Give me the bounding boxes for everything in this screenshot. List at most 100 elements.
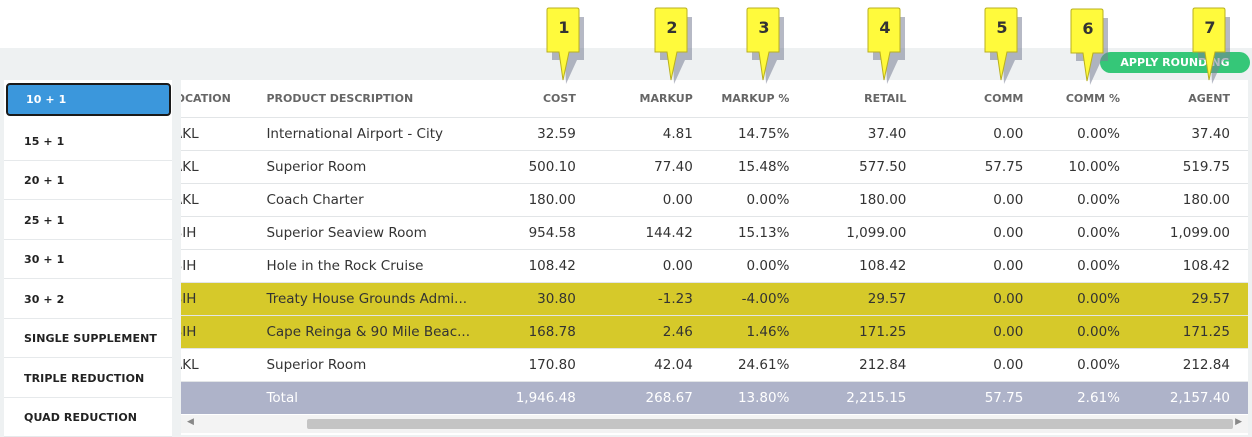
cell-cost[interactable]: 32.59: [475, 117, 587, 151]
cell-markup[interactable]: 144.42: [586, 216, 704, 250]
cell-markup-pct[interactable]: 1.46%: [703, 315, 801, 349]
callout-marker-5: 5: [983, 7, 1022, 84]
cell-cost[interactable]: 108.42: [475, 249, 587, 283]
top-header-area: [0, 0, 1252, 48]
cell-comm-pct[interactable]: 0.00%: [1034, 348, 1131, 382]
scrollbar-thumb[interactable]: [307, 419, 1233, 429]
cell-comm-pct[interactable]: 0.00%: [1034, 183, 1131, 217]
table-row[interactable]: AKL Superior Room 500.10 77.40 15.48% 57…: [181, 150, 1248, 184]
callout-number: 3: [758, 18, 770, 37]
cell-retail[interactable]: 37.40: [800, 117, 918, 151]
cell-comm[interactable]: 0.00: [917, 183, 1035, 217]
table-row[interactable]: AKL Coach Charter 180.00 0.00 0.00% 180.…: [181, 183, 1248, 217]
cell-markup-pct[interactable]: 14.75%: [703, 117, 801, 151]
cell-comm-pct[interactable]: 0.00%: [1034, 249, 1131, 283]
sidebar-item-quad-reduction[interactable]: QUAD REDUCTION: [4, 398, 172, 437]
cell-markup-pct[interactable]: 24.61%: [703, 348, 801, 382]
table-header-row: LOCATION PRODUCT DESCRIPTION COST MARKUP…: [181, 80, 1248, 118]
cell-retail[interactable]: 212.84: [800, 348, 918, 382]
scroll-left-arrow-icon[interactable]: ◀: [187, 417, 194, 427]
cell-markup-pct[interactable]: 15.48%: [703, 150, 801, 184]
cell-cost[interactable]: 168.78: [475, 315, 587, 349]
header-cost[interactable]: COST: [475, 80, 587, 118]
cell-location: BIH: [181, 282, 267, 316]
cell-comm-pct[interactable]: 0.00%: [1034, 315, 1131, 349]
cell-retail[interactable]: 577.50: [800, 150, 918, 184]
sidebar-item-15-plus-1[interactable]: 15 + 1: [4, 122, 172, 161]
sidebar-item-10-plus-1[interactable]: 10 + 1: [6, 83, 171, 116]
table-row[interactable]: AKL Superior Room 170.80 42.04 24.61% 21…: [181, 348, 1248, 382]
cell-cost[interactable]: 170.80: [475, 348, 587, 382]
cell-cost[interactable]: 30.80: [475, 282, 587, 316]
cell-comm-pct[interactable]: 0.00%: [1034, 117, 1131, 151]
header-markup-pct[interactable]: MARKUP %: [703, 80, 801, 118]
sidebar-item-triple-reduction[interactable]: TRIPLE REDUCTION: [4, 359, 172, 398]
table-total-row: Total 1,946.48 268.67 13.80% 2,215.15 57…: [181, 381, 1248, 414]
sidebar-item-20-plus-1[interactable]: 20 + 1: [4, 161, 172, 200]
cell-markup[interactable]: 77.40: [586, 150, 704, 184]
cell-markup-pct[interactable]: 0.00%: [703, 183, 801, 217]
cell-markup[interactable]: 0.00: [586, 183, 704, 217]
total-retail: 2,215.15: [800, 381, 918, 414]
table-viewport: LOCATION PRODUCT DESCRIPTION COST MARKUP…: [181, 80, 1248, 415]
cell-cost[interactable]: 180.00: [475, 183, 587, 217]
cell-comm-pct[interactable]: 0.00%: [1034, 282, 1131, 316]
cell-comm-pct[interactable]: 10.00%: [1034, 150, 1131, 184]
cell-comm[interactable]: 57.75: [917, 150, 1035, 184]
cell-markup[interactable]: -1.23: [586, 282, 704, 316]
callout-marker-2: 2: [653, 7, 692, 84]
cell-agent[interactable]: 212.84: [1130, 348, 1248, 382]
cell-comm[interactable]: 0.00: [917, 315, 1035, 349]
cell-cost[interactable]: 500.10: [475, 150, 587, 184]
sidebar-item-30-plus-2[interactable]: 30 + 2: [4, 280, 172, 319]
cell-agent[interactable]: 29.57: [1130, 282, 1248, 316]
cell-markup[interactable]: 2.46: [586, 315, 704, 349]
table-row-highlighted[interactable]: BIH Cape Reinga & 90 Mile Beac... 168.78…: [181, 315, 1248, 349]
header-product-description[interactable]: PRODUCT DESCRIPTION: [266, 80, 476, 118]
cell-agent[interactable]: 37.40: [1130, 117, 1248, 151]
sidebar-item-single-supplement[interactable]: SINGLE SUPPLEMENT: [4, 319, 172, 358]
cell-retail[interactable]: 108.42: [800, 249, 918, 283]
cell-retail[interactable]: 171.25: [800, 315, 918, 349]
header-markup[interactable]: MARKUP: [586, 80, 704, 118]
cell-markup[interactable]: 4.81: [586, 117, 704, 151]
cell-agent[interactable]: 519.75: [1130, 150, 1248, 184]
horizontal-scrollbar[interactable]: ◀ ▶: [181, 415, 1248, 433]
cell-location: AKL: [181, 150, 267, 184]
table-row[interactable]: BIH Superior Seaview Room 954.58 144.42 …: [181, 216, 1248, 250]
header-agent[interactable]: AGENT: [1130, 80, 1248, 118]
cell-comm[interactable]: 0.00: [917, 216, 1035, 250]
cell-agent[interactable]: 1,099.00: [1130, 216, 1248, 250]
scroll-right-arrow-icon[interactable]: ▶: [1235, 417, 1242, 427]
table-row-highlighted[interactable]: BIH Treaty House Grounds Admi... 30.80 -…: [181, 282, 1248, 316]
cell-markup-pct[interactable]: 15.13%: [703, 216, 801, 250]
table-row[interactable]: BIH Hole in the Rock Cruise 108.42 0.00 …: [181, 249, 1248, 283]
sidebar-item-30-plus-1[interactable]: 30 + 1: [4, 240, 172, 279]
cell-agent[interactable]: 108.42: [1130, 249, 1248, 283]
cell-comm[interactable]: 0.00: [917, 282, 1035, 316]
cell-retail[interactable]: 1,099.00: [800, 216, 918, 250]
cell-location: AKL: [181, 348, 267, 382]
cell-markup-pct[interactable]: 0.00%: [703, 249, 801, 283]
cell-location: AKL: [181, 117, 267, 151]
cell-comm-pct[interactable]: 0.00%: [1034, 216, 1131, 250]
sidebar-item-25-plus-1[interactable]: 25 + 1: [4, 201, 172, 240]
cell-markup-pct[interactable]: -4.00%: [703, 282, 801, 316]
header-location[interactable]: LOCATION: [181, 80, 267, 118]
header-comm-pct[interactable]: COMM %: [1034, 80, 1131, 118]
callout-marker-3: 3: [745, 7, 784, 84]
cell-comm[interactable]: 0.00: [917, 117, 1035, 151]
cell-description: Superior Seaview Room: [266, 216, 476, 250]
cell-markup[interactable]: 42.04: [586, 348, 704, 382]
cell-cost[interactable]: 954.58: [475, 216, 587, 250]
cell-comm[interactable]: 0.00: [917, 249, 1035, 283]
header-retail[interactable]: RETAIL: [800, 80, 918, 118]
table-row[interactable]: AKL International Airport - City 32.59 4…: [181, 117, 1248, 151]
cell-agent[interactable]: 171.25: [1130, 315, 1248, 349]
cell-comm[interactable]: 0.00: [917, 348, 1035, 382]
cell-markup[interactable]: 0.00: [586, 249, 704, 283]
header-comm[interactable]: COMM: [917, 80, 1035, 118]
cell-retail[interactable]: 180.00: [800, 183, 918, 217]
cell-agent[interactable]: 180.00: [1130, 183, 1248, 217]
cell-retail[interactable]: 29.57: [800, 282, 918, 316]
